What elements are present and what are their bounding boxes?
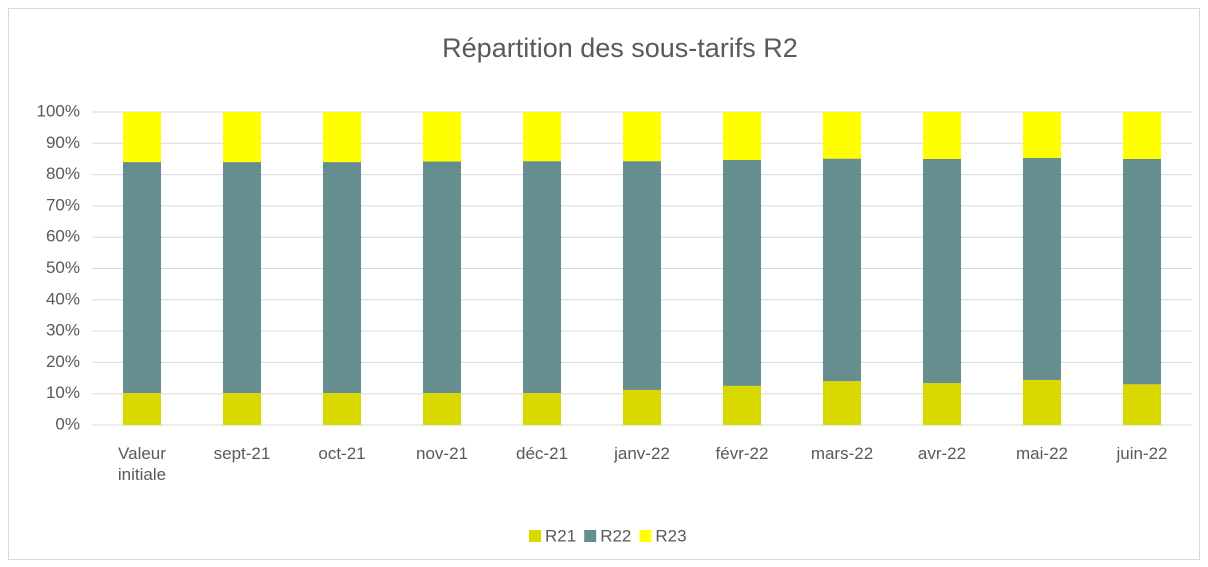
bar-segment: [323, 393, 361, 425]
bar-segment: [223, 112, 261, 163]
legend-label: R23: [655, 526, 686, 545]
bar-segment: [423, 161, 461, 394]
y-tick-label: 0%: [55, 414, 80, 433]
bar-segment: [823, 112, 861, 159]
bar-segment: [923, 112, 961, 159]
bar-segment: [723, 159, 761, 386]
legend-label: R22: [600, 526, 631, 545]
bar-segment: [323, 112, 361, 163]
y-tick-label: 90%: [46, 133, 80, 152]
bar-segment: [1023, 158, 1061, 380]
bar-segment: [523, 112, 561, 162]
bar-segment: [523, 393, 561, 425]
bar-segment: [723, 385, 761, 425]
x-tick-label: févr-22: [715, 444, 769, 463]
y-tick-label: 50%: [46, 258, 80, 277]
legend-swatch: [584, 530, 597, 542]
bar-segment: [923, 383, 961, 425]
y-tick-label: 70%: [46, 195, 80, 214]
bar-segment: [823, 158, 861, 382]
bar-segment: [923, 158, 961, 384]
legend-label: R21: [545, 526, 576, 545]
bar-segment: [1123, 112, 1161, 159]
x-tick-label: déc-21: [516, 444, 568, 463]
x-tick-label: avr-22: [917, 444, 967, 463]
y-tick-label: 20%: [46, 352, 80, 371]
bar-segment: [823, 381, 861, 425]
bar-segment: [223, 393, 261, 425]
bar-segment: [223, 162, 261, 394]
bar-segment: [323, 162, 361, 394]
legend-swatch: [529, 530, 541, 542]
bar-segment: [623, 389, 661, 425]
chart-title: Répartition des sous-tarifs R2: [442, 33, 798, 63]
bar-segment: [623, 112, 661, 162]
bar-segment: [1123, 158, 1161, 385]
x-tick-label: Valeur initiale: [117, 444, 167, 484]
bar-segment: [1023, 379, 1061, 425]
x-tick-label: janv-22: [614, 444, 670, 463]
y-tick-label: 80%: [46, 164, 80, 183]
x-tick-label: mai-22: [1016, 444, 1068, 463]
y-tick-label: 10%: [46, 383, 80, 402]
y-tick-label: 100%: [37, 101, 80, 120]
chart-border: [8, 8, 1200, 560]
bar-segment: [723, 112, 761, 160]
bar-segment: [623, 161, 661, 390]
bar-segment: [123, 112, 161, 163]
bar-segment: [123, 162, 161, 394]
bar-segment: [523, 161, 561, 394]
y-tick-label: 60%: [46, 227, 80, 246]
x-tick-label: juin-22: [1116, 444, 1168, 463]
y-tick-label: 40%: [46, 289, 80, 308]
bar-segment: [1123, 384, 1161, 425]
y-tick-label: 30%: [46, 321, 80, 340]
x-tick-label: mars-22: [810, 444, 874, 463]
bar-segment: [423, 112, 461, 162]
bar-segment: [1023, 112, 1061, 159]
legend-swatch: [639, 530, 652, 542]
x-tick-label: nov-21: [416, 444, 468, 463]
x-tick-label: oct-21: [318, 444, 366, 463]
bar-segment: [123, 393, 161, 425]
x-tick-label: sept-21: [213, 444, 271, 463]
bar-segment: [423, 393, 461, 425]
